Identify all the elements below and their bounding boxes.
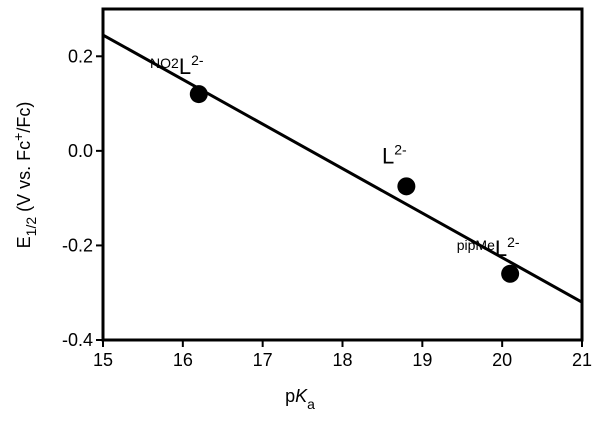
y-tick-label: 0.0 (68, 141, 93, 161)
x-axis-label: pKa (285, 386, 315, 412)
y-label-part: 1/2 (23, 217, 39, 237)
plot-frame (101, 7, 584, 342)
x-label-part: p (285, 386, 295, 406)
x-label-part: a (307, 396, 315, 412)
y-label-part: /Fc) (14, 102, 34, 133)
label-prefix: NO2 (150, 55, 179, 71)
x-tick-label: 19 (412, 350, 432, 370)
x-tick-label: 17 (253, 350, 273, 370)
y-tick-label: 0.2 (68, 46, 93, 66)
y-label-part: E (14, 236, 34, 248)
y-label-part: (V vs. Fc (14, 141, 34, 217)
label-sup: 2- (394, 141, 407, 157)
point (397, 177, 416, 196)
y-label-part: + (10, 133, 26, 141)
label-base: L (495, 236, 507, 261)
label-base: L (179, 54, 191, 79)
point-label: pipMeL2- (457, 234, 520, 261)
label-sup: 2- (191, 52, 204, 68)
point-label: NO2L2- (150, 52, 204, 79)
x-tick-label: 21 (572, 350, 592, 370)
x-tick-label: 15 (93, 350, 113, 370)
point (501, 264, 520, 283)
label-prefix: pipMe (457, 237, 495, 253)
label-base: L (382, 143, 394, 168)
y-tick-label: -0.4 (62, 330, 93, 350)
x-tick-label: 20 (492, 350, 512, 370)
fit-line (102, 33, 583, 304)
point (189, 85, 208, 104)
x-tick-label: 18 (332, 350, 352, 370)
y-axis-label: E1/2 (V vs. Fc+/Fc) (10, 102, 39, 249)
label-sup: 2- (507, 234, 520, 250)
x-tick-label: 16 (173, 350, 193, 370)
y-tick-label: -0.2 (62, 235, 93, 255)
point-label: L2- (382, 141, 407, 168)
x-label-part: K (295, 386, 308, 406)
